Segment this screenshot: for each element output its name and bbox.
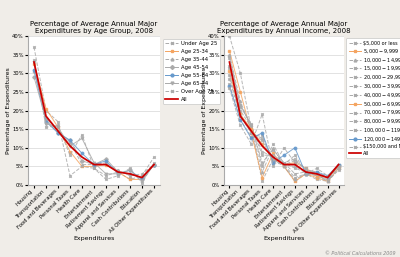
Legend: Under Age 25, Age 25-34, Age 35-44, Age 45-54, Age 55-64, Age 65-74, Over Age 75: Under Age 25, Age 25-34, Age 35-44, Age …: [163, 39, 220, 104]
Title: Percentage of Average Annual Major
Expenditures by Age Group, 2008: Percentage of Average Annual Major Expen…: [30, 21, 158, 34]
X-axis label: Expenditures: Expenditures: [73, 236, 115, 241]
Y-axis label: Percentage of Expenditures: Percentage of Expenditures: [202, 67, 207, 154]
Text: © Political Calculations 2009: © Political Calculations 2009: [325, 251, 396, 256]
Title: Percentage of Average Annual Major
Expenditures by Annual Income, 2008: Percentage of Average Annual Major Expen…: [217, 21, 351, 34]
X-axis label: Expenditures: Expenditures: [263, 236, 305, 241]
Y-axis label: Percentage of Expenditures: Percentage of Expenditures: [6, 67, 11, 154]
Legend: $5,000 or less, $5,000-$9,999, $10,000-$14,999, $15,000-$19,999, $20,000-$29,999: $5,000 or less, $5,000-$9,999, $10,000-$…: [346, 38, 400, 158]
